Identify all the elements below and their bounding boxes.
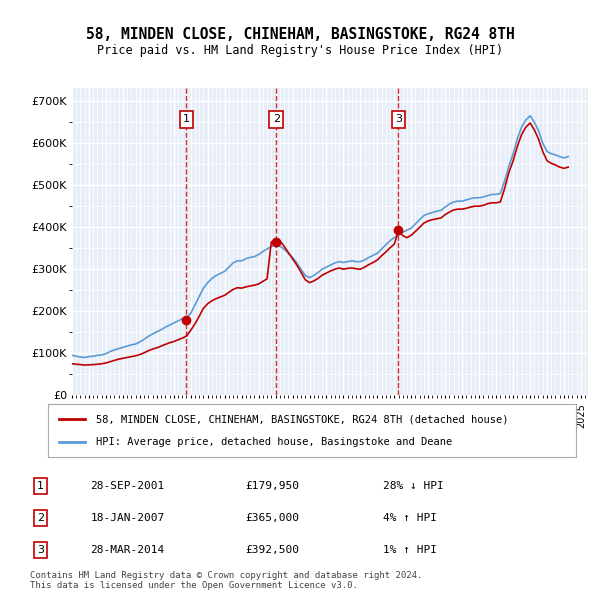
Text: Contains HM Land Registry data © Crown copyright and database right 2024.
This d: Contains HM Land Registry data © Crown c… <box>30 571 422 590</box>
Text: 58, MINDEN CLOSE, CHINEHAM, BASINGSTOKE, RG24 8TH: 58, MINDEN CLOSE, CHINEHAM, BASINGSTOKE,… <box>86 27 514 41</box>
Text: 28-MAR-2014: 28-MAR-2014 <box>90 545 164 555</box>
Text: HPI: Average price, detached house, Basingstoke and Deane: HPI: Average price, detached house, Basi… <box>95 437 452 447</box>
Text: Price paid vs. HM Land Registry's House Price Index (HPI): Price paid vs. HM Land Registry's House … <box>97 44 503 57</box>
Text: 58, MINDEN CLOSE, CHINEHAM, BASINGSTOKE, RG24 8TH (detached house): 58, MINDEN CLOSE, CHINEHAM, BASINGSTOKE,… <box>95 414 508 424</box>
Text: 1: 1 <box>183 114 190 124</box>
Text: 2: 2 <box>37 513 44 523</box>
Text: £179,950: £179,950 <box>245 481 299 491</box>
Text: 1% ↑ HPI: 1% ↑ HPI <box>383 545 437 555</box>
Text: 3: 3 <box>37 545 44 555</box>
Text: 3: 3 <box>395 114 402 124</box>
Text: 4% ↑ HPI: 4% ↑ HPI <box>383 513 437 523</box>
Text: 28-SEP-2001: 28-SEP-2001 <box>90 481 164 491</box>
Text: £392,500: £392,500 <box>245 545 299 555</box>
Text: 2: 2 <box>273 114 280 124</box>
Text: 18-JAN-2007: 18-JAN-2007 <box>90 513 164 523</box>
Text: 1: 1 <box>37 481 44 491</box>
Text: £365,000: £365,000 <box>245 513 299 523</box>
Text: 28% ↓ HPI: 28% ↓ HPI <box>383 481 443 491</box>
